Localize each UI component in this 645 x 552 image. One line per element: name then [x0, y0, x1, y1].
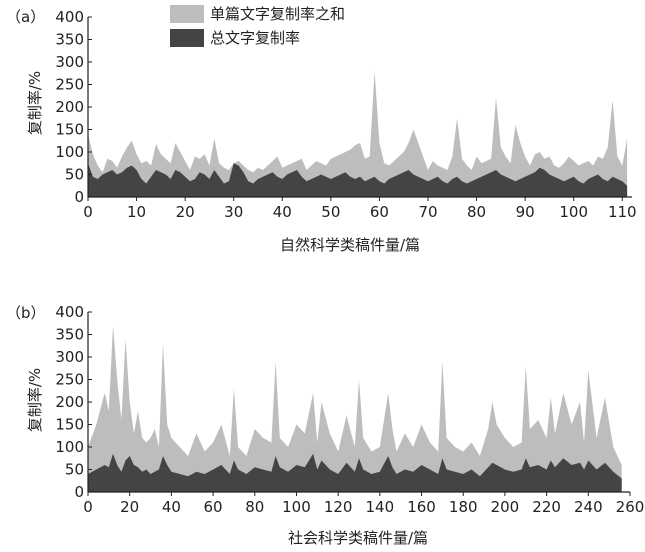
panel-b-label: （b） — [6, 304, 46, 322]
y-tick-label: 200 — [55, 98, 84, 116]
panel-b-xlabel: 社会科学类稿件量/篇 — [288, 529, 428, 547]
y-tick-label: 100 — [55, 438, 84, 456]
y-tick-label: 150 — [55, 416, 84, 434]
x-tick-label: 10 — [127, 203, 146, 221]
legend: 单篇文字复制率之和 总文字复制率 — [170, 5, 345, 47]
x-tick-label: 100 — [559, 203, 588, 221]
x-tick-label: 220 — [532, 498, 561, 516]
panel-b-areas — [88, 325, 622, 492]
panel-a-areas — [88, 71, 628, 197]
x-tick-label: 200 — [491, 498, 520, 516]
panel-b-ylabel: 复制率/% — [26, 368, 44, 432]
series-area-1 — [88, 453, 622, 492]
panel-a-chart: （a） 单篇文字复制率之和 总文字复制率 0501001502002503003… — [6, 5, 637, 254]
x-tick-label: 0 — [83, 203, 93, 221]
x-tick-label: 20 — [176, 203, 195, 221]
x-tick-label: 80 — [245, 498, 264, 516]
y-tick-label: 100 — [55, 143, 84, 161]
y-tick-label: 400 — [55, 303, 84, 321]
panel-a-xlabel: 自然科学类稿件量/篇 — [280, 236, 420, 254]
x-tick-label: 70 — [418, 203, 437, 221]
y-tick-label: 300 — [55, 53, 84, 71]
x-tick-label: 0 — [83, 498, 93, 516]
y-tick-label: 250 — [55, 76, 84, 94]
panel-b-chart: （b） 0 50 100 150 200 250 300 350 400 0 20 40 60 80 100… — [6, 303, 644, 547]
y-tick-label: 350 — [55, 31, 84, 49]
y-tick-label: 250 — [55, 371, 84, 389]
y-tick-label: 0 — [74, 483, 84, 501]
x-tick-label: 240 — [574, 498, 603, 516]
x-tick-label: 140 — [366, 498, 395, 516]
series-area-1 — [88, 163, 628, 197]
legend-label-overlap: 总文字复制率 — [210, 29, 300, 47]
panel-a-ylabel: 复制率/% — [26, 71, 44, 135]
x-tick-label: 80 — [467, 203, 486, 221]
x-tick-label: 160 — [407, 498, 436, 516]
y-tick-label: 50 — [65, 461, 84, 479]
y-tick-label: 0 — [74, 188, 84, 206]
panel-a-axes: 0 50 100 150 200 250 300 350 400 0 10 20 30 40 50 60 70 8… — [55, 8, 636, 221]
y-tick-label: 50 — [65, 166, 84, 184]
series-area-0 — [88, 325, 622, 492]
y-tick-label: 350 — [55, 326, 84, 344]
x-tick-label: 260 — [616, 498, 645, 516]
x-tick-label: 180 — [449, 498, 478, 516]
y-tick-label: 150 — [55, 121, 84, 139]
x-tick-label: 20 — [120, 498, 139, 516]
legend-swatch-total — [170, 5, 204, 23]
panel-b-axes: 0 50 100 150 200 250 300 350 400 0 20 40 60 80 100 120 1… — [55, 303, 644, 516]
series-area-0 — [88, 71, 628, 197]
y-tick-label: 300 — [55, 348, 84, 366]
y-tick-label: 200 — [55, 393, 84, 411]
x-tick-label: 100 — [282, 498, 311, 516]
x-tick-label: 50 — [321, 203, 340, 221]
x-tick-label: 40 — [273, 203, 292, 221]
legend-label-total: 单篇文字复制率之和 — [210, 5, 345, 23]
x-tick-label: 110 — [608, 203, 637, 221]
legend-swatch-overlap — [170, 29, 204, 47]
x-tick-label: 90 — [516, 203, 535, 221]
panel-a-label: （a） — [6, 8, 45, 26]
x-tick-label: 120 — [324, 498, 353, 516]
x-tick-label: 30 — [224, 203, 243, 221]
x-tick-label: 60 — [204, 498, 223, 516]
x-tick-label: 40 — [162, 498, 181, 516]
y-tick-label: 400 — [55, 8, 84, 26]
x-tick-label: 60 — [370, 203, 389, 221]
